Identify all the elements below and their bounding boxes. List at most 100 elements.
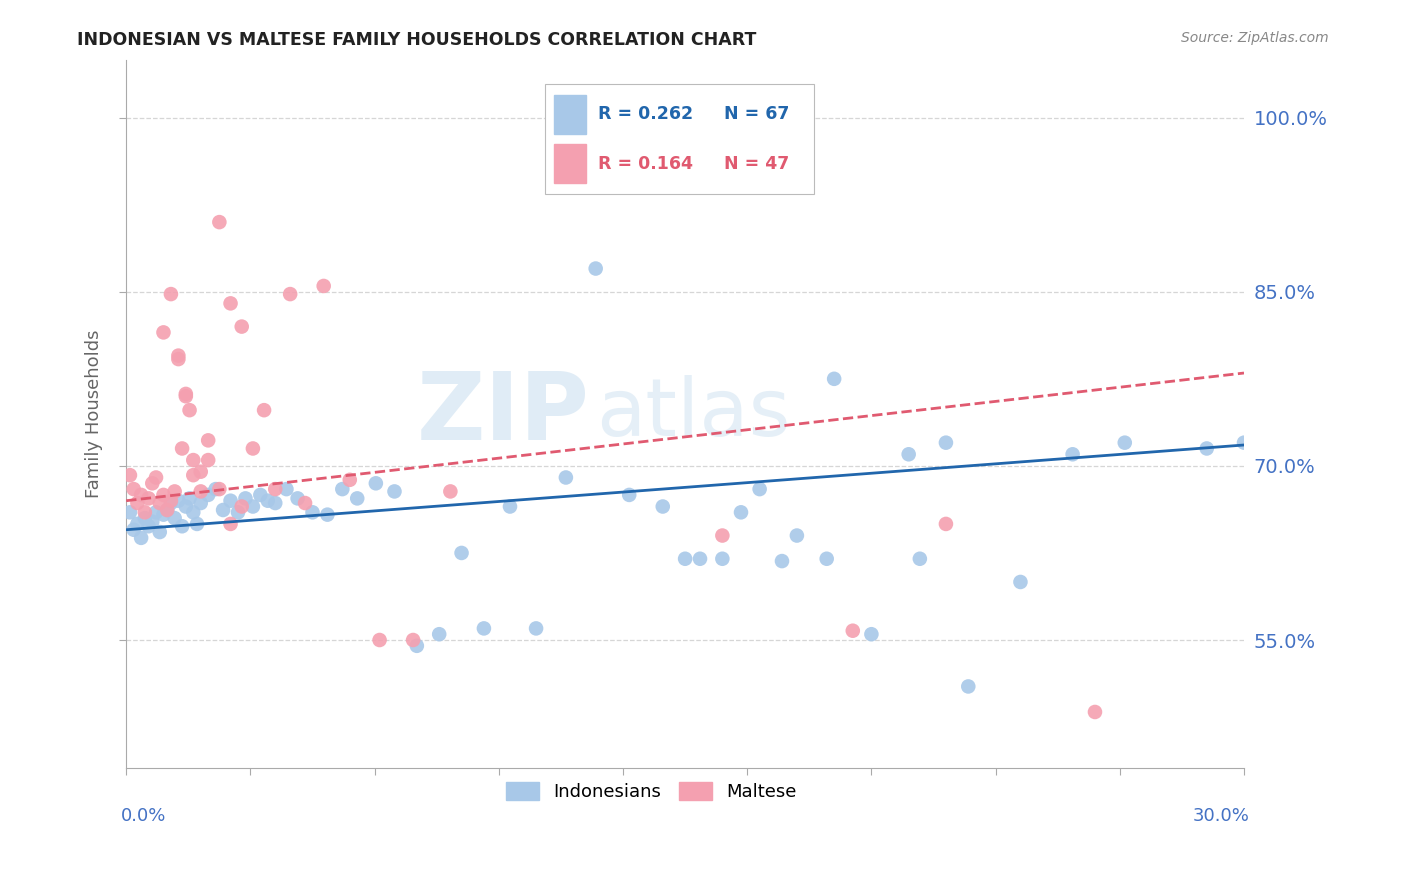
Text: N = 47: N = 47: [724, 154, 790, 173]
Point: [172, 519, 194, 533]
Point: [174, 500, 197, 514]
Point: [134, 511, 156, 525]
Point: [368, 633, 391, 648]
Point: [160, 287, 183, 301]
Point: [231, 319, 253, 334]
Point: [152, 326, 174, 340]
Point: [364, 476, 387, 491]
Point: [815, 551, 838, 566]
Point: [181, 505, 204, 519]
Point: [208, 215, 231, 229]
Point: [316, 508, 339, 522]
Y-axis label: Family Households: Family Households: [86, 329, 103, 498]
Point: [294, 496, 316, 510]
Point: [231, 500, 253, 514]
Point: [129, 531, 152, 545]
Point: [384, 484, 406, 499]
Point: [138, 491, 160, 506]
Point: [935, 516, 957, 531]
Text: ZIP: ZIP: [418, 368, 591, 459]
Point: [122, 523, 145, 537]
Point: [208, 482, 231, 496]
Text: atlas: atlas: [596, 375, 790, 452]
Point: [127, 496, 149, 510]
Point: [197, 488, 219, 502]
Point: [673, 551, 696, 566]
Point: [212, 503, 235, 517]
Point: [619, 488, 641, 502]
Point: [264, 482, 287, 496]
Point: [118, 505, 141, 519]
Point: [278, 287, 301, 301]
Point: [786, 528, 808, 542]
Point: [842, 624, 865, 638]
Point: [226, 505, 249, 519]
Point: [145, 470, 167, 484]
Point: [156, 503, 179, 517]
Point: [149, 524, 172, 539]
Point: [167, 493, 190, 508]
Point: [204, 482, 226, 496]
Point: [339, 473, 361, 487]
Point: [957, 680, 980, 694]
Point: [711, 528, 734, 542]
Point: [287, 491, 309, 506]
Point: [167, 349, 190, 363]
Point: [138, 519, 160, 533]
Point: [219, 493, 242, 508]
Point: [1084, 705, 1107, 719]
Point: [190, 465, 212, 479]
Point: [935, 435, 957, 450]
Point: [472, 621, 495, 635]
Point: [174, 387, 197, 401]
Point: [129, 488, 152, 502]
Point: [141, 476, 163, 491]
Point: [152, 488, 174, 502]
Point: [190, 484, 212, 499]
Point: [264, 496, 287, 510]
Point: [524, 621, 547, 635]
Point: [186, 516, 208, 531]
Point: [897, 447, 920, 461]
Point: [770, 554, 793, 568]
Point: [149, 496, 172, 510]
Point: [163, 511, 186, 525]
Point: [748, 482, 770, 496]
Point: [253, 403, 276, 417]
Point: [312, 279, 335, 293]
Point: [122, 482, 145, 496]
Point: [301, 505, 323, 519]
Text: R = 0.262: R = 0.262: [598, 105, 693, 123]
Point: [1233, 435, 1256, 450]
Point: [167, 352, 190, 367]
Point: [134, 505, 156, 519]
Point: [450, 546, 472, 560]
Point: [689, 551, 711, 566]
Point: [276, 482, 298, 496]
Point: [235, 491, 257, 506]
Point: [242, 500, 264, 514]
Text: 30.0%: 30.0%: [1192, 806, 1250, 824]
Point: [172, 442, 194, 456]
Point: [730, 505, 752, 519]
Point: [141, 515, 163, 529]
Point: [160, 493, 183, 508]
Point: [219, 296, 242, 310]
Text: N = 67: N = 67: [724, 105, 790, 123]
Point: [197, 434, 219, 448]
Point: [860, 627, 883, 641]
Point: [145, 505, 167, 519]
FancyBboxPatch shape: [546, 85, 814, 194]
Text: 0.0%: 0.0%: [121, 806, 166, 824]
Point: [499, 500, 522, 514]
Point: [346, 491, 368, 506]
Legend: Indonesians, Maltese: Indonesians, Maltese: [499, 775, 804, 808]
Point: [181, 468, 204, 483]
Point: [330, 482, 353, 496]
Point: [152, 508, 174, 522]
Point: [118, 468, 141, 483]
Point: [156, 503, 179, 517]
Point: [1195, 442, 1218, 456]
Point: [179, 491, 201, 506]
Point: [439, 484, 461, 499]
